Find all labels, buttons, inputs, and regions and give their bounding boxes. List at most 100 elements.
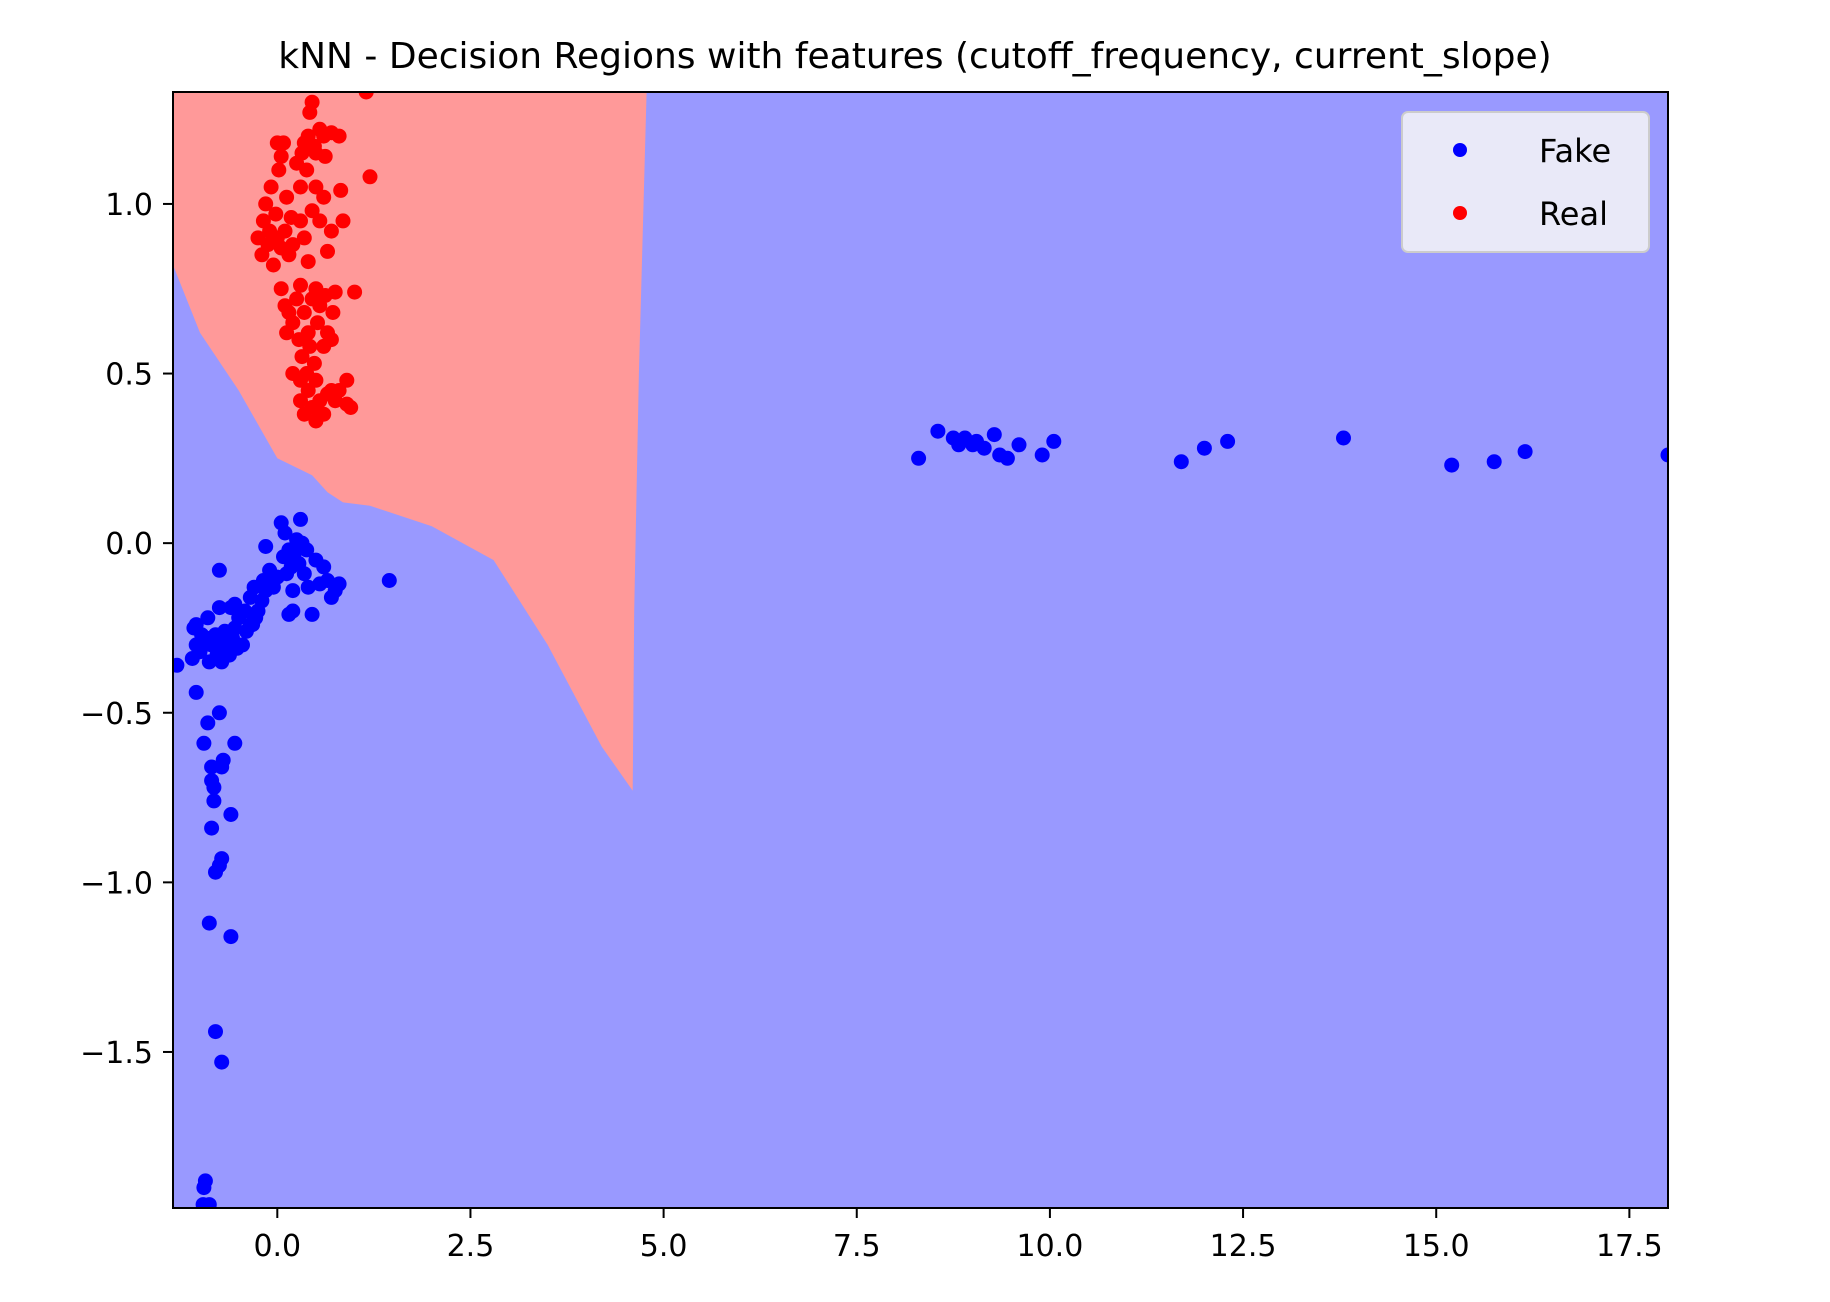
fake-point	[304, 606, 320, 622]
x-tick-label: 12.5	[1210, 1229, 1277, 1264]
fake-point	[204, 820, 220, 836]
real-point	[316, 189, 332, 205]
real-point	[285, 366, 301, 381]
real-point	[277, 223, 293, 239]
x-tick-label: 15.0	[1403, 1229, 1470, 1264]
y-tick-label: −1.0	[80, 866, 153, 901]
fake-point	[1034, 447, 1050, 463]
real-point	[285, 315, 301, 331]
fake-point	[986, 427, 1002, 443]
real-point	[347, 284, 363, 300]
fake-point	[1173, 454, 1189, 470]
fake-point	[223, 807, 239, 822]
real-point	[308, 179, 324, 195]
fake-point	[285, 583, 301, 599]
real-point	[285, 237, 301, 253]
fake-point	[316, 559, 332, 575]
chart-title: kNN - Decision Regions with features (cu…	[278, 36, 1551, 77]
x-tick-label: 2.5	[447, 1229, 495, 1264]
real-point	[296, 230, 312, 246]
fake-point	[204, 759, 220, 775]
real-point	[331, 383, 347, 398]
fake-point	[211, 562, 227, 578]
real-decision-region	[173, 92, 647, 791]
y-tick-label: 0.0	[105, 527, 153, 562]
fake-point	[197, 1173, 213, 1189]
real-point	[300, 325, 316, 341]
real-point	[273, 148, 289, 164]
fake-point	[173, 657, 185, 673]
real-point	[312, 213, 328, 229]
real-point	[327, 284, 343, 300]
fake-point	[214, 1054, 230, 1070]
fake-point	[1444, 457, 1460, 473]
real-point	[273, 281, 289, 297]
real-point	[323, 332, 339, 348]
real-point	[323, 223, 339, 239]
real-point	[293, 393, 308, 409]
legend-real-label: Real	[1539, 195, 1608, 233]
fake-point	[1011, 437, 1027, 453]
fake-point	[1220, 433, 1236, 449]
real-point	[331, 128, 347, 144]
fake-point	[200, 610, 216, 626]
real-point	[265, 257, 281, 273]
fake-point	[221, 647, 237, 663]
fake-point	[242, 617, 258, 633]
fake-point	[223, 929, 239, 945]
y-tick-label: −1.5	[80, 1036, 153, 1071]
real-point	[310, 315, 325, 331]
plot-area	[173, 92, 1668, 1208]
fake-point	[277, 525, 293, 541]
fake-point	[208, 864, 223, 880]
fake-point	[999, 450, 1015, 466]
fake-point	[227, 735, 243, 751]
fake-point	[188, 617, 204, 633]
real-point	[304, 203, 320, 219]
real-point	[289, 291, 305, 307]
real-point	[258, 196, 274, 212]
y-tick-label: −0.5	[80, 697, 153, 732]
x-tick-label: 7.5	[833, 1229, 881, 1264]
real-point	[271, 162, 287, 178]
legend: Fake Real	[1401, 111, 1650, 253]
fake-point	[930, 423, 946, 439]
real-point	[263, 179, 279, 195]
fake-point	[296, 566, 312, 582]
y-tick-label: 1.0	[105, 188, 153, 223]
real-point	[300, 254, 316, 270]
fake-point	[201, 915, 217, 931]
fake-point	[1660, 447, 1668, 463]
fake-point	[911, 450, 927, 466]
real-point	[308, 372, 324, 388]
real-point	[293, 277, 308, 293]
real-point	[362, 169, 378, 185]
real-point	[293, 179, 308, 195]
legend-fake-marker	[1453, 143, 1467, 157]
real-point	[304, 94, 320, 110]
real-point	[358, 92, 374, 100]
real-point	[299, 162, 315, 178]
fake-point	[976, 440, 992, 456]
fake-point	[235, 637, 250, 653]
fake-point	[211, 600, 227, 616]
real-point	[269, 135, 285, 151]
region-layer	[173, 92, 647, 791]
fake-point	[1336, 430, 1351, 446]
fake-point	[227, 596, 243, 612]
real-point	[320, 243, 335, 259]
legend-real-marker	[1453, 206, 1467, 220]
plot-frame	[172, 91, 1669, 1209]
real-point	[294, 349, 310, 365]
real-point	[296, 305, 312, 320]
fake-point	[293, 511, 308, 527]
fake-point	[281, 606, 297, 622]
points-layer	[173, 92, 1668, 1208]
fake-point	[206, 779, 222, 795]
y-axis: 1.0 0.5 0.0 −0.5 −1.0 −1.5	[80, 188, 173, 1071]
real-point	[325, 305, 341, 320]
fake-point	[208, 1024, 223, 1040]
fake-point	[381, 573, 397, 588]
fake-point	[1046, 433, 1062, 449]
